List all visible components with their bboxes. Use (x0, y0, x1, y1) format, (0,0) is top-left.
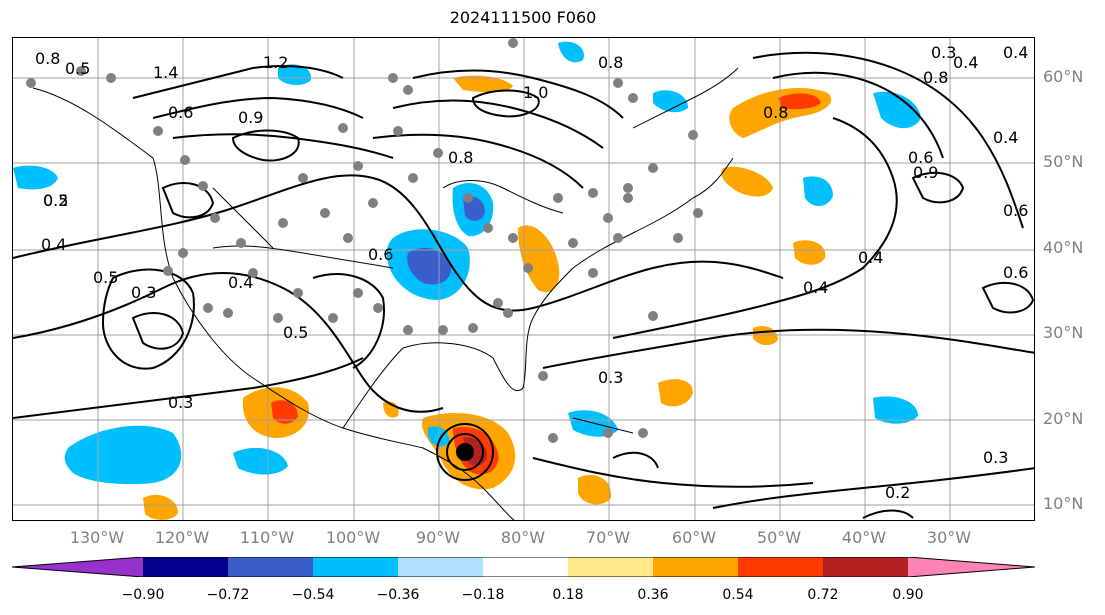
contour-label: 0.9 (238, 108, 263, 127)
contour-label: 0.5 (43, 191, 68, 210)
contour-label: 0.6 (368, 245, 393, 264)
contour-label: 0.5 (93, 268, 118, 287)
contour-label: 0.4 (228, 273, 253, 292)
contour-label: 0.9 (913, 163, 938, 182)
lat-label: 20°N (1043, 409, 1084, 428)
contour-label: 0.5 (65, 59, 90, 78)
contour-label: 0.3 (931, 43, 956, 62)
contour-label: 0.2 (43, 191, 68, 210)
contour-label: 1.2 (263, 53, 288, 72)
colorbar (12, 557, 1035, 577)
colorbar-tick: 0.36 (637, 587, 669, 603)
colorbar-swatch (313, 557, 398, 577)
contour-label: 0.5 (283, 323, 308, 342)
colorbar-tick: −0.36 (376, 587, 420, 603)
map-title: 2024111500 F060 (449, 8, 597, 27)
lat-label: 40°N (1043, 238, 1084, 257)
contour-label: 0.8 (923, 68, 948, 87)
weather-map: 0.8 0.5 1.4 1.2 0.6 0.9 1.0 0.8 0.8 0.5 … (12, 37, 1035, 521)
contour-label: 0.6 (1003, 263, 1028, 282)
contour-label: 0.3 (168, 393, 193, 412)
colorbar-swatch (398, 557, 483, 577)
colorbar-tick: −0.90 (121, 587, 165, 603)
colorbar-tick: 0.54 (722, 587, 754, 603)
contour-label: 0.6 (908, 148, 933, 167)
contour-label: 0.3 (598, 368, 623, 387)
positive-shading (143, 75, 832, 520)
contour-label: 0.8 (35, 49, 60, 68)
colorbar-swatch (143, 557, 228, 577)
contour-label: 0.8 (448, 148, 473, 167)
lon-label: 70°W (585, 528, 631, 547)
colorbar-swatch (228, 557, 313, 577)
colorbar-swatch (568, 557, 653, 577)
lat-label: 60°N (1043, 67, 1084, 86)
colorbar-swatch (738, 557, 823, 577)
contour-label: 0.3 (983, 448, 1008, 467)
lon-label: 60°W (671, 528, 717, 547)
contour-label: 1.0 (523, 83, 548, 102)
contour-label: 0.3 (131, 283, 156, 302)
contour-label: 0.6 (1003, 201, 1028, 220)
lat-label: 30°N (1043, 323, 1084, 342)
lon-label: 90°W (415, 528, 461, 547)
colorbar-swatch (823, 557, 908, 577)
contour-label: 0.4 (993, 128, 1018, 147)
lon-label: 100°W (325, 528, 381, 547)
lon-label: 120°W (154, 528, 210, 547)
colorbar-tick: −0.18 (461, 587, 505, 603)
contour-label: 0.8 (598, 53, 623, 72)
colorbar-swatch (908, 557, 1035, 577)
colorbar-tick: 0.90 (892, 587, 924, 603)
contour-label: 0.4 (1003, 43, 1028, 62)
lon-label: 80°W (500, 528, 546, 547)
lon-label: 30°W (926, 528, 972, 547)
colorbar-tick: −0.54 (291, 587, 335, 603)
contour-label: 0.4 (858, 248, 883, 267)
storm-center-marker (436, 423, 494, 481)
lon-label: 110°W (239, 528, 295, 547)
lat-label: 50°N (1043, 152, 1084, 171)
lat-label: 10°N (1043, 494, 1084, 513)
contour-label: 0.4 (953, 53, 978, 72)
colorbar-swatch (653, 557, 738, 577)
contour-lines (13, 51, 1034, 519)
colorbar-tick: 0.72 (807, 587, 839, 603)
map-canvas: 0.8 0.5 1.4 1.2 0.6 0.9 1.0 0.8 0.8 0.5 … (13, 38, 1034, 520)
contour-label: 1.4 (153, 63, 178, 82)
contour-label: 0.6 (168, 103, 193, 122)
colorbar-tick: −0.72 (206, 587, 250, 603)
contour-label: 0.4 (41, 235, 66, 254)
station-dots (26, 38, 703, 443)
contour-label: 0.4 (803, 278, 828, 297)
lon-label: 50°W (756, 528, 802, 547)
negative-shading (13, 41, 921, 485)
colorbar-tick: 0.18 (552, 587, 584, 603)
contour-label: 0.8 (763, 103, 788, 122)
lon-label: 130°W (69, 528, 125, 547)
contour-labels: 0.8 0.5 1.4 1.2 0.6 0.9 1.0 0.8 0.8 0.5 … (35, 43, 1028, 502)
lon-label: 40°W (841, 528, 887, 547)
colorbar-swatch (483, 557, 568, 577)
contour-label: 0.2 (885, 483, 910, 502)
colorbar-swatch (12, 557, 143, 577)
